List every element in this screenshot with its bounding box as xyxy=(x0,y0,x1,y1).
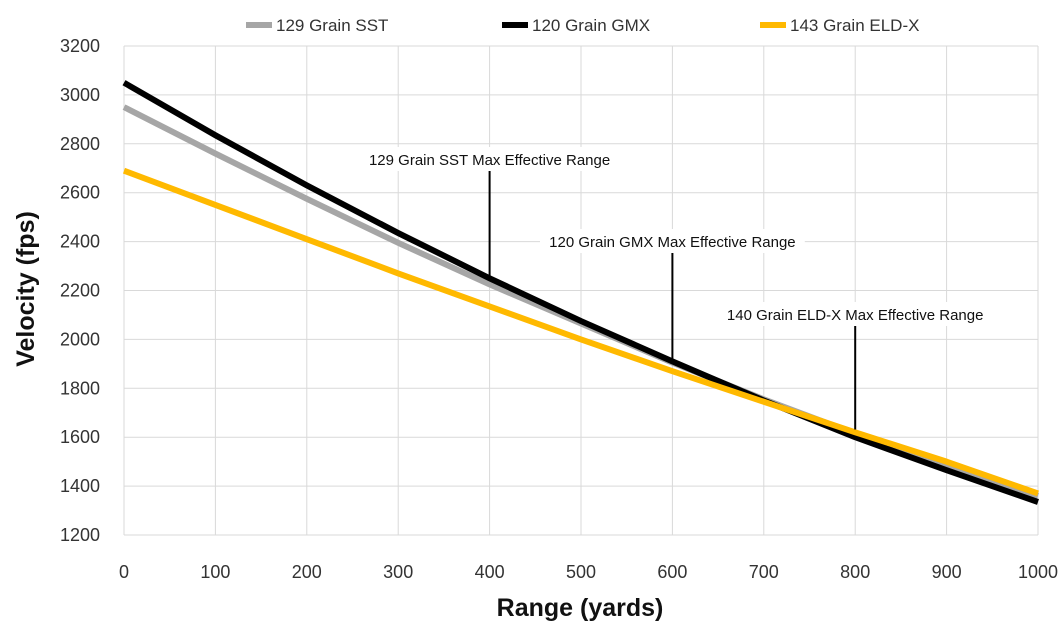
x-tick-label: 0 xyxy=(119,562,129,582)
annotation-label: 120 Grain GMX Max Effective Range xyxy=(549,234,796,251)
legend-label: 129 Grain SST xyxy=(276,16,388,35)
x-axis-ticks: 0 100 200 300 400 500 600 700 800 900 1000 xyxy=(119,562,1058,582)
annotation-box xyxy=(357,147,622,171)
x-tick-label: 300 xyxy=(383,562,413,582)
annotation-label: 140 Grain ELD-X Max Effective Range xyxy=(727,307,984,324)
legend-label: 120 Grain GMX xyxy=(532,16,650,35)
y-tick-label: 1400 xyxy=(60,476,100,496)
series-line xyxy=(122,80,1039,505)
y-axis-title: Velocity (fps) xyxy=(12,211,40,367)
y-tick-label: 3000 xyxy=(60,85,100,105)
y-tick-label: 1600 xyxy=(60,427,100,447)
grid-lines xyxy=(123,45,1039,536)
y-tick-label: 2800 xyxy=(60,134,100,154)
x-axis-title: Range (yards) xyxy=(497,594,664,622)
annotations: 129 Grain SST Max Effective Range 120 Gra… xyxy=(357,147,996,430)
annotation-label: 129 Grain SST Max Effective Range xyxy=(369,152,610,169)
y-tick-label: 2000 xyxy=(60,329,100,349)
y-tick-label: 1200 xyxy=(60,525,100,545)
annotation-box xyxy=(715,302,996,326)
y-tick-label: 3200 xyxy=(60,36,100,56)
x-tick-label: 200 xyxy=(292,562,322,582)
x-tick-label: 800 xyxy=(840,562,870,582)
x-tick-label: 1000 xyxy=(1018,562,1058,582)
legend: 129 Grain SST 120 Grain GMX 143 Grain ELD-… xyxy=(246,16,919,35)
x-tick-label: 600 xyxy=(657,562,687,582)
x-tick-label: 900 xyxy=(932,562,962,582)
annotation-box xyxy=(540,229,805,253)
series-line xyxy=(122,167,1039,497)
y-tick-label: 1800 xyxy=(60,378,100,398)
series-lines xyxy=(122,80,1039,505)
y-tick-label: 2200 xyxy=(60,281,100,301)
y-axis-ticks: 1200 1400 1600 1800 2000 2200 2400 2600 2800 3000… xyxy=(60,36,100,545)
legend-label: 143 Grain ELD-X xyxy=(790,16,919,35)
x-tick-label: 500 xyxy=(566,562,596,582)
y-tick-label: 2400 xyxy=(60,232,100,252)
y-tick-label: 2600 xyxy=(60,183,100,203)
x-tick-label: 400 xyxy=(475,562,505,582)
x-tick-label: 100 xyxy=(200,562,230,582)
x-tick-label: 700 xyxy=(749,562,779,582)
